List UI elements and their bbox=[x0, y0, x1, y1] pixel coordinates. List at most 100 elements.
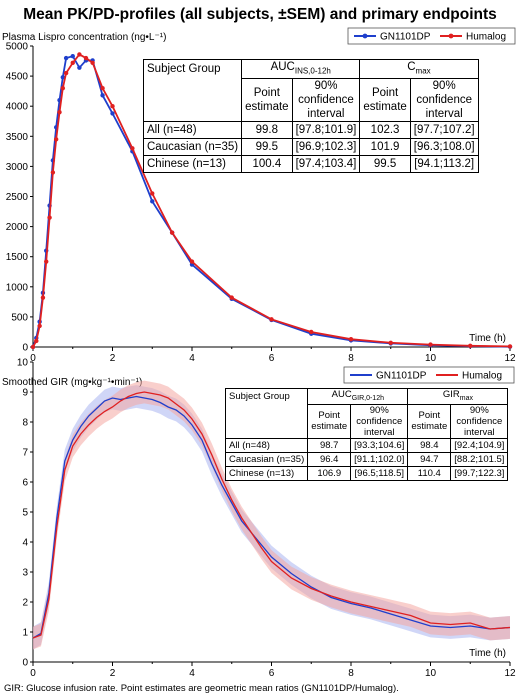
pk-legend-marker bbox=[448, 33, 454, 39]
pk-col-group: Subject Group bbox=[142, 58, 243, 79]
pk-chart: 0 500 1000 1500 2000 2500 3000 3500 4000 4500 5000… bbox=[2, 27, 516, 364]
gir-line-humalog bbox=[32, 391, 511, 639]
gir-legend-label: GN1101DP bbox=[376, 371, 427, 382]
pd-auc-ci-l2: confidence bbox=[356, 415, 403, 427]
pd-row-gir-pe: 98.4 bbox=[407, 437, 452, 453]
pk-row-auc-ci: [96.9;102.3] bbox=[291, 138, 361, 157]
pk-y-axis-title: Plasma Lispro concentration (ng•L⁻¹) bbox=[2, 32, 166, 43]
pk-point-humalog bbox=[37, 323, 42, 329]
pk-point-humalog bbox=[63, 70, 69, 76]
gir-line-gn1101dp bbox=[32, 395, 511, 639]
pk-point-humalog bbox=[77, 52, 82, 57]
gir-x-tick-label: 2 bbox=[110, 668, 116, 679]
pk-x-tick-label: 4 bbox=[189, 353, 195, 364]
pd-row-auc-pe: 96.4 bbox=[307, 451, 352, 467]
gir-x-tick-label: 8 bbox=[348, 668, 354, 679]
gir-y-tick-label: 4 bbox=[22, 538, 28, 549]
pk-col-auc-main: AUC bbox=[270, 61, 295, 73]
pk-point-humalog bbox=[30, 344, 36, 350]
pk-point-humalog bbox=[34, 338, 39, 344]
pd-auc-ci-l1: 90% bbox=[369, 404, 389, 416]
pk-x-tick-label: 0 bbox=[30, 353, 36, 364]
pk-legend-label: Humalog bbox=[466, 32, 506, 43]
pd-row-group: Caucasian (n=35) bbox=[224, 451, 309, 467]
pd-gir-point-l1: Point bbox=[418, 410, 441, 422]
pk-col-group-spacer bbox=[142, 78, 243, 123]
pk-point-humalog bbox=[189, 259, 195, 264]
pk-point-humalog bbox=[348, 336, 354, 342]
pk-auc-point-l1: Point bbox=[253, 87, 280, 100]
pd-gir-ci-l2: confidence bbox=[456, 415, 503, 427]
pd-auc-ci-l3: interval bbox=[363, 426, 395, 438]
pk-row-cmax-pe: 101.9 bbox=[359, 138, 411, 157]
pk-point-humalog bbox=[309, 329, 314, 335]
pk-point-humalog bbox=[130, 146, 135, 151]
gir-y-tick-label: 5 bbox=[22, 508, 28, 519]
gir-y-tick-label: 7 bbox=[22, 448, 28, 459]
pk-point-humalog bbox=[150, 191, 155, 196]
pk-point-humalog bbox=[169, 230, 175, 235]
pk-auc-ci-l3: interval bbox=[307, 108, 345, 121]
gir-y-tick-label: 8 bbox=[22, 418, 28, 429]
pk-point-humalog bbox=[50, 170, 56, 175]
pk-point-gn1101dp bbox=[70, 54, 75, 59]
pk-y-tick-label: 4000 bbox=[6, 102, 29, 113]
pk-row-cmax-ci: [96.3;108.0] bbox=[409, 138, 479, 157]
pk-point-humalog bbox=[229, 295, 234, 300]
pd-col-group-spacer bbox=[224, 404, 309, 439]
pk-point-gn1101dp bbox=[110, 111, 115, 116]
pk-point-humalog bbox=[269, 317, 274, 322]
pk-x-tick-label: 12 bbox=[504, 353, 516, 364]
gir-y-axis-title: Smoothed GIR (mg•kg⁻¹•min⁻¹) bbox=[2, 377, 142, 388]
pk-results-table: Subject Group AUCINS,0-12h Cmax Point est… bbox=[142, 58, 479, 174]
pk-row-auc-ci: [97.8;101.9] bbox=[291, 121, 361, 140]
table-row: All (n=48) 99.8 [97.8;101.9] 102.3 [97.7… bbox=[142, 121, 479, 140]
pk-col-cmax-sub: max bbox=[415, 66, 431, 76]
pd-col-auc-sub: GIR,0-12h bbox=[351, 394, 384, 402]
pk-y-tick-label: 2500 bbox=[6, 192, 29, 203]
pk-cmax-point-l2: estimate bbox=[363, 101, 407, 114]
gir-legend bbox=[343, 366, 515, 384]
pk-y-tick-label: 3500 bbox=[6, 132, 29, 143]
gir-x-tick-label: 4 bbox=[189, 668, 195, 679]
gir-x-axis-title: Time (h) bbox=[469, 648, 506, 659]
pd-col-auc-main: AUC bbox=[331, 389, 352, 400]
pd-row-gir-pe: 110.4 bbox=[407, 465, 452, 481]
pk-point-humalog bbox=[70, 60, 75, 66]
pk-row-auc-pe: 100.4 bbox=[241, 155, 293, 174]
pk-point-humalog bbox=[47, 215, 52, 220]
pk-legend-label: GN1101DP bbox=[380, 32, 431, 43]
gir-y-tick-label: 2 bbox=[22, 598, 28, 609]
table-row: Caucasian (n=35) 96.4 [91.1;102.0] 94.7 … bbox=[224, 451, 509, 467]
pk-row-auc-ci: [97.4;103.4] bbox=[291, 155, 361, 174]
pd-col-gir-main: GIR bbox=[442, 389, 460, 400]
pk-point-humalog bbox=[57, 110, 62, 115]
pk-cmax-ci-l2: confidence bbox=[416, 94, 472, 107]
gir-sem-band-humalog bbox=[33, 380, 510, 650]
gir-y-tick-label: 3 bbox=[22, 568, 28, 579]
pk-legend bbox=[347, 27, 516, 45]
pd-auc-point-l1: Point bbox=[318, 410, 341, 422]
pk-point-humalog bbox=[40, 295, 46, 300]
pk-cmax-ci-l1: 90% bbox=[432, 80, 456, 93]
pk-y-tick-label: 4500 bbox=[6, 72, 29, 83]
pk-col-auc: AUCINS,0-12h bbox=[241, 58, 361, 80]
pd-auc-point-l2: estimate bbox=[311, 421, 348, 433]
gir-x-tick-label: 12 bbox=[504, 668, 516, 679]
pk-col-cmax-main: C bbox=[407, 61, 416, 73]
pk-row-cmax-pe: 99.5 bbox=[359, 155, 411, 174]
table-row: All (n=48) 98.7 [93.3;104.6] 98.4 [92.4;… bbox=[224, 437, 509, 453]
gir-y-tick-label: 1 bbox=[22, 628, 28, 639]
pk-point-humalog bbox=[110, 104, 115, 109]
pd-row-gir-ci: [92.4;104.9] bbox=[450, 437, 509, 453]
pd-results-table: Subject Group AUCGIR,0-12h GIRmax Point e… bbox=[224, 388, 509, 481]
pd-gir-ci-header: 90% confidence interval bbox=[450, 403, 509, 439]
pk-point-gn1101dp bbox=[77, 65, 82, 70]
pd-gir-ci-l3: interval bbox=[464, 426, 495, 438]
pd-row-auc-ci: [96.5;118.5] bbox=[350, 465, 409, 481]
gir-x-tick-label: 6 bbox=[269, 668, 275, 679]
pk-row-auc-pe: 99.5 bbox=[241, 138, 293, 157]
gir-y-tick-label: 9 bbox=[22, 388, 28, 399]
